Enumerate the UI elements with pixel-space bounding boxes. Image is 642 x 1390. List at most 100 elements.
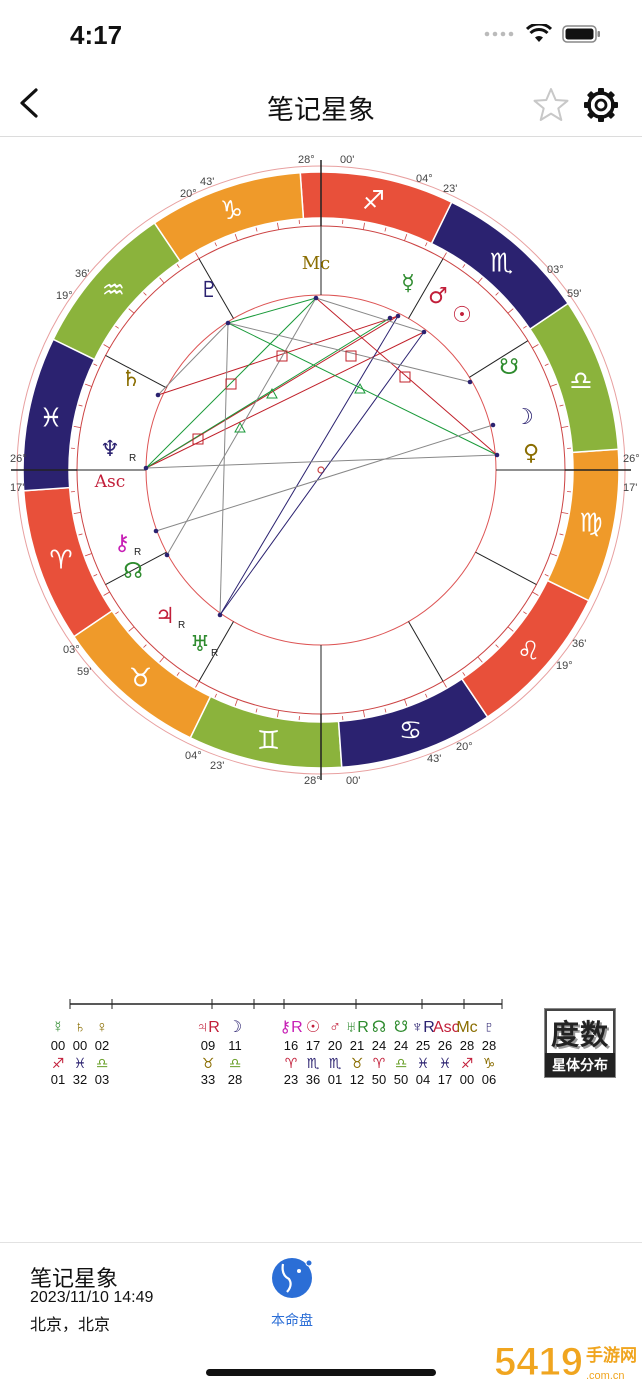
zodiac-sign-glyph: ♎	[569, 366, 592, 396]
settings-gear-icon[interactable]	[582, 86, 620, 124]
degree-tick	[550, 553, 557, 555]
planet-degree: 00	[46, 1038, 70, 1054]
degree-tick	[160, 278, 164, 283]
aspect-endpoint	[226, 321, 231, 326]
natal-chart-tab-icon	[269, 1255, 315, 1301]
planet-glyph: ♆R	[411, 1018, 435, 1038]
retrograde-mark: R	[178, 620, 185, 631]
tab-natal-chart[interactable]: 本命盘	[262, 1255, 322, 1335]
mercury-glyph: ☿	[401, 271, 415, 296]
degree-tick	[235, 699, 237, 706]
chart-degree-label: 00'	[346, 775, 360, 787]
degree-tick	[277, 223, 278, 230]
status-icons	[484, 24, 602, 44]
profile-place: 北京，北京	[30, 1311, 110, 1335]
degree-tick	[496, 645, 499, 648]
planet-glyph: ☊	[367, 1018, 391, 1038]
venus-glyph: ♀	[523, 441, 539, 466]
sign-glyph: ♏	[323, 1054, 347, 1072]
battery-icon	[562, 24, 602, 44]
planet-degree: 02	[90, 1038, 114, 1054]
planet-minute: 03	[90, 1072, 114, 1088]
chart-degree-label: 04°	[416, 173, 433, 185]
aspect-endpoint	[314, 296, 319, 301]
retrograde-mark: R	[211, 648, 218, 659]
degree-tick	[560, 405, 564, 406]
aspect-endpoint	[144, 466, 149, 471]
degree-entry: ☽11♎28	[223, 1018, 247, 1088]
aspect-endpoint	[165, 553, 170, 558]
planet-degree: 26	[433, 1038, 457, 1054]
pluto-glyph: ♇	[199, 278, 219, 303]
planet-minute: 01	[46, 1072, 70, 1088]
aspect-endpoint	[422, 330, 427, 335]
aspect-endpoint	[154, 529, 159, 534]
degree-scale	[40, 990, 540, 1016]
degree-entry: ☿00♐01	[46, 1018, 70, 1088]
degree-tick	[196, 253, 200, 259]
degree-distribution-button[interactable]: 度数 星体分布	[544, 1008, 616, 1078]
degree-tick	[177, 672, 179, 675]
chart-degree-label: 20°	[456, 741, 473, 753]
degree-entry: ♇28♑06	[477, 1018, 501, 1088]
zodiac-sign-glyph: ♍	[579, 508, 602, 538]
degree-tick	[561, 426, 568, 427]
planet-degree: 25	[411, 1038, 435, 1054]
planet-minute: 23	[279, 1072, 303, 1088]
chart-degree-label: 26°	[623, 453, 640, 465]
degree-tick	[363, 223, 364, 230]
chart-degree-label: 20°	[180, 188, 197, 200]
degree-tick	[443, 253, 447, 259]
degree-tick	[404, 234, 406, 241]
status-bar: 4:17	[0, 0, 642, 70]
planet-glyph: ☉	[301, 1018, 325, 1038]
chart-degree-label: 17'	[623, 482, 637, 494]
aspect-endpoint	[388, 316, 393, 321]
zodiac-sign-glyph: ♈	[49, 546, 72, 576]
degree-button-title: 度数	[545, 1013, 615, 1053]
planet-degree: 20	[323, 1038, 347, 1054]
degree-entry: ♀02♎03	[90, 1018, 114, 1088]
degree-tick	[550, 384, 557, 386]
degree-tick	[508, 627, 513, 631]
planet-glyph: ☽	[223, 1018, 247, 1038]
sign-glyph: ♐	[455, 1054, 479, 1072]
planet-degree: 16	[279, 1038, 303, 1054]
degree-tick	[74, 426, 81, 427]
degree-tick	[425, 243, 427, 247]
planet-glyph: Asc	[433, 1018, 457, 1038]
planet-glyph: ♅R	[345, 1018, 369, 1038]
degree-tick	[115, 326, 118, 328]
planet-minute: 50	[389, 1072, 413, 1088]
degree-tick	[104, 345, 110, 349]
degree-tick	[235, 234, 237, 241]
degree-tick	[545, 574, 549, 576]
degree-tick	[215, 243, 217, 247]
saturn-glyph: ♄	[121, 367, 141, 392]
degree-tick	[215, 694, 217, 698]
degree-tick	[478, 278, 482, 283]
planet-degree: 00	[68, 1038, 92, 1054]
favorite-star-icon[interactable]	[532, 86, 570, 124]
sign-glyph: ♎	[389, 1054, 413, 1072]
degree-tick	[532, 345, 538, 349]
degree-tick	[85, 553, 92, 555]
chart-degree-label: 43'	[200, 176, 214, 188]
north-node-glyph: ☊	[123, 559, 143, 584]
planet-degree: 24	[367, 1038, 391, 1054]
degree-tick	[523, 612, 526, 614]
degree-tick	[277, 710, 278, 717]
aspect-endpoint	[218, 613, 223, 618]
degree-tick	[85, 384, 92, 386]
degree-tick	[523, 326, 526, 328]
zodiac-sign-glyph: ♌	[517, 636, 540, 666]
